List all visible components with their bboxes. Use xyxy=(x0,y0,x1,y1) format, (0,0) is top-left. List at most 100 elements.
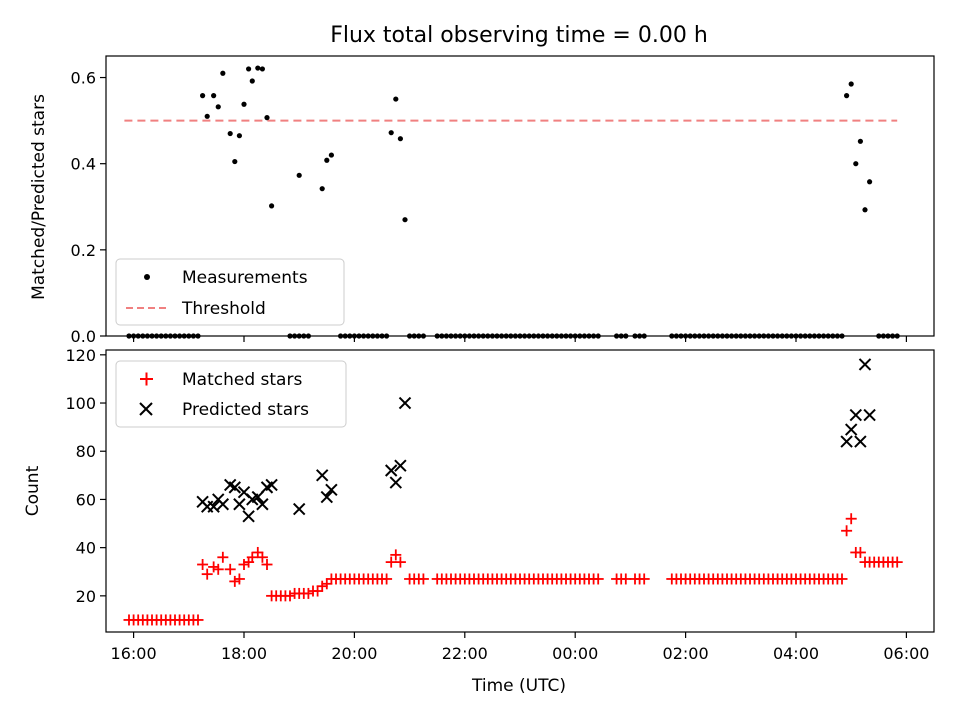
measurement-point xyxy=(249,78,255,84)
measurement-point xyxy=(255,65,261,71)
predicted-star-point xyxy=(265,478,278,492)
matched-star-point xyxy=(238,559,250,571)
x-axis-label: Time (UTC) xyxy=(471,676,566,696)
matched-star-point xyxy=(385,556,397,568)
matched-star-point xyxy=(302,587,314,599)
measurement-point xyxy=(246,66,252,72)
matched-star-point xyxy=(891,556,903,568)
predicted-star-point xyxy=(844,423,858,436)
measurement-point xyxy=(844,93,850,99)
top-y-tick-label: 0.4 xyxy=(71,155,96,174)
bottom-panel: 20 40 60 80 100 120 16:00 18:00 20:00 22:00 00:00 0… xyxy=(23,346,935,696)
matched-star-point xyxy=(192,614,204,626)
legend-predicted-label: Predicted stars xyxy=(182,400,309,420)
legend-predicted-marker xyxy=(139,402,153,416)
top-axes-frame xyxy=(105,55,935,337)
predicted-star-point xyxy=(216,498,230,511)
predicted-star-point xyxy=(242,510,255,523)
bottom-y-tick-label: 40 xyxy=(76,539,96,558)
predicted-star-point xyxy=(854,435,867,448)
measurement-point xyxy=(204,113,210,119)
top-y-tick-label: 0.2 xyxy=(71,241,96,260)
predicted-star-point xyxy=(858,358,872,371)
measurement-point xyxy=(319,186,325,192)
measurement-point xyxy=(296,172,302,178)
measurement-point xyxy=(200,93,206,99)
measurement-point xyxy=(867,179,873,185)
top-zero-points-group xyxy=(126,333,900,339)
legend-measurements-marker xyxy=(144,274,150,280)
x-tick-label: 18:00 xyxy=(221,644,267,663)
bottom-axis-group: 20 40 60 80 100 120 16:00 18:00 20:00 22:00 00:00 0… xyxy=(65,346,929,663)
matched-star-point xyxy=(217,551,229,563)
matched-star-point xyxy=(252,546,264,558)
x-tick-label: 04:00 xyxy=(773,644,819,663)
matched-star-point xyxy=(212,563,224,575)
matched-star-point xyxy=(229,575,241,587)
top-y-axis-label: Matched/Predicted stars xyxy=(29,94,49,300)
measurement-point xyxy=(269,203,275,209)
matched-star-point xyxy=(261,559,273,571)
predicted-star-point xyxy=(840,435,853,448)
bottom-legend-box xyxy=(115,360,347,428)
matched-star-point xyxy=(417,573,429,585)
measurement-point xyxy=(236,133,242,139)
measurement-point xyxy=(232,158,238,165)
x-tick-label: 00:00 xyxy=(552,644,598,663)
predicted-star-point xyxy=(384,464,398,477)
measurement-point xyxy=(402,217,408,223)
measurement-point xyxy=(848,81,854,87)
bottom-axes-frame xyxy=(105,349,935,633)
measurement-point xyxy=(857,138,864,144)
measurement-point xyxy=(259,66,265,72)
top-axis-group: 0.0 0.2 0.4 0.6 xyxy=(71,69,908,346)
predicted-star-point xyxy=(292,502,306,516)
measurement-point xyxy=(215,104,221,110)
measurement-point xyxy=(397,136,403,142)
measurement-point xyxy=(393,96,399,102)
measurement-point xyxy=(241,101,247,107)
bottom-y-tick-label: 120 xyxy=(65,346,96,365)
measurement-point xyxy=(264,115,270,121)
bottom-y-tick-label: 80 xyxy=(76,442,96,461)
predicted-stars-points-group xyxy=(196,358,876,523)
x-tick-label: 06:00 xyxy=(883,644,929,663)
matched-star-point xyxy=(284,590,296,602)
measurement-point xyxy=(227,130,233,137)
matched-star-point xyxy=(246,551,258,563)
top-legend: Measurements Threshold xyxy=(115,258,345,326)
predicted-star-point xyxy=(315,469,329,482)
predicted-star-point xyxy=(394,459,407,472)
legend-measurements-label: Measurements xyxy=(182,268,308,288)
matched-stars-points-group xyxy=(123,513,903,626)
bottom-legend: Matched stars Predicted stars xyxy=(115,360,347,428)
measurement-point xyxy=(324,157,330,163)
matched-star-point xyxy=(592,573,604,585)
measurement-point xyxy=(328,152,334,158)
predicted-star-point xyxy=(398,396,412,410)
matched-star-point xyxy=(316,580,328,592)
top-panel: 0.0 0.2 0.4 0.6 Matched/Predicted stars Mea… xyxy=(29,55,935,346)
x-tick-label: 16:00 xyxy=(111,644,157,663)
legend-matched-marker xyxy=(140,372,153,386)
matched-star-point xyxy=(381,573,393,585)
bottom-y-axis-label: Count xyxy=(23,465,43,516)
matched-star-point xyxy=(620,573,632,585)
predicted-star-point xyxy=(251,490,265,504)
predicted-star-point xyxy=(863,408,876,422)
matched-star-point xyxy=(201,568,213,580)
predicted-star-point xyxy=(849,408,863,422)
x-tick-label: 20:00 xyxy=(331,644,377,663)
matched-star-point xyxy=(390,549,402,561)
predicted-star-point xyxy=(320,490,334,504)
measurement-point xyxy=(862,207,868,213)
matched-star-point xyxy=(394,556,406,568)
matched-star-point xyxy=(312,585,324,597)
matched-star-point xyxy=(836,573,848,585)
matched-star-point xyxy=(854,546,866,558)
top-y-tick-label: 0.6 xyxy=(71,69,96,88)
measurement-point xyxy=(220,70,226,76)
predicted-star-point xyxy=(325,483,338,497)
